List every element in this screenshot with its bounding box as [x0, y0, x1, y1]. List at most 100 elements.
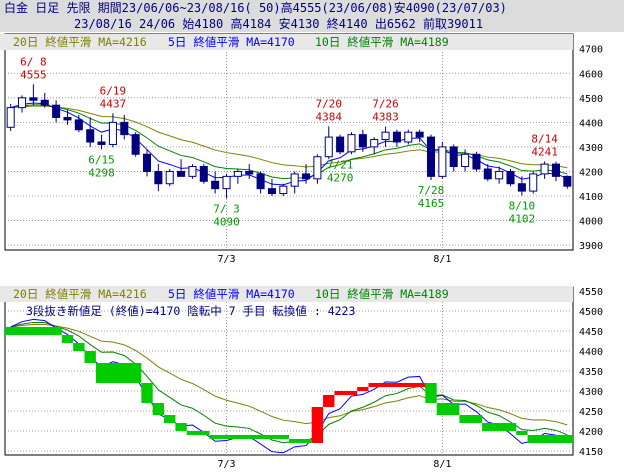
candle-body [563, 175, 572, 187]
annotation-value-label: 4383 [372, 111, 399, 124]
break-block-down [516, 431, 528, 435]
candle-panel-y-tick-label: 4500 [579, 94, 603, 105]
candle-panel-legend-entry: 5日 終値平滑 MA=4170 [168, 35, 295, 49]
annotation-value-label: 4437 [100, 97, 127, 110]
break-block-down [73, 343, 85, 351]
candle-body [426, 136, 436, 177]
annotation-date-label: 8/10 [509, 200, 536, 213]
candle-panel-y-tick-label: 4100 [579, 192, 603, 203]
candle-body [245, 170, 254, 175]
candle-panel-y-tick-label: 3900 [579, 241, 603, 252]
candle-body [438, 146, 447, 177]
break-block-up [334, 391, 358, 395]
header-line-1: 白金 日足 先限 期間23/06/06~23/08/16( 50)高4555(2… [0, 0, 624, 16]
break-block-down [209, 435, 289, 439]
annotation-date-label: 6/ 8 [20, 55, 47, 68]
candle-body [18, 97, 27, 109]
kagi-panel-y-tick-label: 4550 [579, 287, 603, 298]
candle-panel-legend-entry: 10日 終値平滑 MA=4189 [315, 35, 449, 49]
break-block-down [152, 403, 165, 415]
annotation-date-label: 8/14 [531, 132, 558, 145]
candle-panel-x-tick-label: 7/3 [217, 254, 235, 265]
candle-body [449, 146, 458, 168]
candle-body [63, 116, 72, 121]
kagi-panel-legend-entry: 5日 終値平滑 MA=4170 [168, 287, 295, 301]
candle-body [551, 163, 560, 177]
annotation-value-label: 4102 [509, 213, 536, 226]
kagi-panel-legend-band [0, 286, 573, 302]
candle-body [6, 107, 15, 128]
candle-body [404, 131, 413, 143]
break-block-down [175, 423, 187, 431]
candle-body [381, 131, 390, 141]
candle-body [358, 134, 367, 148]
annotation-value-label: 4165 [418, 197, 445, 210]
candle-body [347, 134, 356, 153]
annotation-value-label: 4298 [88, 166, 115, 179]
annotation-value-label: 4090 [213, 215, 240, 228]
candle-panel-y-tick-label: 4200 [579, 167, 603, 178]
break-block-down [84, 351, 96, 363]
annotation-date-label: 7/26 [372, 98, 399, 111]
break-block-down [186, 431, 210, 435]
candle-body [86, 129, 95, 143]
candle-body [529, 173, 538, 192]
annotation-value-label: 4270 [327, 171, 354, 184]
kagi-panel-x-tick-label: 7/3 [217, 459, 235, 470]
break-block-down [61, 335, 74, 343]
break-block-down [425, 383, 437, 403]
candle-body [370, 139, 379, 148]
candle-body [324, 136, 333, 158]
header-ohlc-info: 23/08/16 24/06 始4180 高4184 安4130 終4140 出… [74, 17, 484, 31]
annotation-value-label: 4241 [531, 145, 558, 158]
header-line-2: 23/08/16 24/06 始4180 高4184 安4130 終4140 出… [0, 16, 624, 32]
candle-body [165, 170, 174, 185]
candle-panel-y-tick-label: 4600 [579, 69, 603, 80]
annotation-date-label: 7/ 3 [213, 202, 240, 215]
break-block-down [5, 327, 62, 335]
header-period-info: 白金 日足 先限 期間23/06/06~23/08/16( 50)高4555(2… [4, 1, 507, 15]
break-block-down [459, 415, 483, 423]
candle-panel-y-tick-label: 4400 [579, 118, 603, 129]
kagi-panel-legend-entry: 20日 終値平滑 MA=4216 [13, 287, 147, 301]
annotation-value-label: 4384 [316, 110, 343, 123]
candle-body [29, 97, 38, 101]
annotation-date-label: 7/28 [418, 184, 445, 197]
candle-body [415, 131, 424, 138]
kagi-panel-y-tick-label: 4150 [579, 447, 603, 458]
candle-body [142, 153, 152, 172]
candle-panel-y-tick-label: 4300 [579, 143, 603, 154]
kagi-panel-y-tick-label: 4450 [579, 327, 603, 338]
candle-panel-legend-entry: 20日 終値平滑 MA=4216 [13, 35, 147, 49]
candle-panel-y-tick-label: 4700 [579, 45, 603, 56]
annotation-date-label: 6/19 [100, 84, 127, 97]
kagi-panel-y-tick-label: 4500 [579, 307, 603, 318]
break-block-down [482, 423, 517, 431]
candle-body [222, 175, 231, 190]
candle-body [97, 141, 106, 145]
break-block-down [436, 403, 460, 415]
ma20-line-lower [10, 323, 568, 426]
candle-body [40, 99, 49, 106]
break-block-up [357, 387, 369, 391]
kagi-panel-y-tick-label: 4350 [579, 367, 603, 378]
kagi-panel-legend-entry: 10日 終値平滑 MA=4189 [315, 287, 449, 301]
kagi-panel-y-tick-label: 4300 [579, 387, 603, 398]
candle-body [540, 163, 549, 175]
break-block-down [141, 383, 153, 403]
candle-body [120, 121, 129, 136]
annotation-date-label: 7/21 [327, 158, 354, 171]
kagi-panel-subtitle: 3段抜き新値足 (終値)=4170 陰転中 7 手目 転換値 : 4223 [26, 304, 355, 318]
kagi-panel-y-tick-label: 4200 [579, 427, 603, 438]
candle-panel-legend-band [0, 34, 573, 50]
candle-body [177, 170, 186, 177]
candle-body [188, 166, 197, 177]
candle-body [233, 170, 242, 177]
break-block-down [527, 435, 573, 443]
candle-body [483, 168, 492, 180]
candle-panel-y-tick-label: 4000 [579, 217, 603, 228]
break-block-down [289, 439, 312, 443]
break-block-up [368, 383, 426, 387]
candle-body [495, 170, 504, 180]
kagi-panel-x-tick-label: 8/1 [433, 459, 451, 470]
